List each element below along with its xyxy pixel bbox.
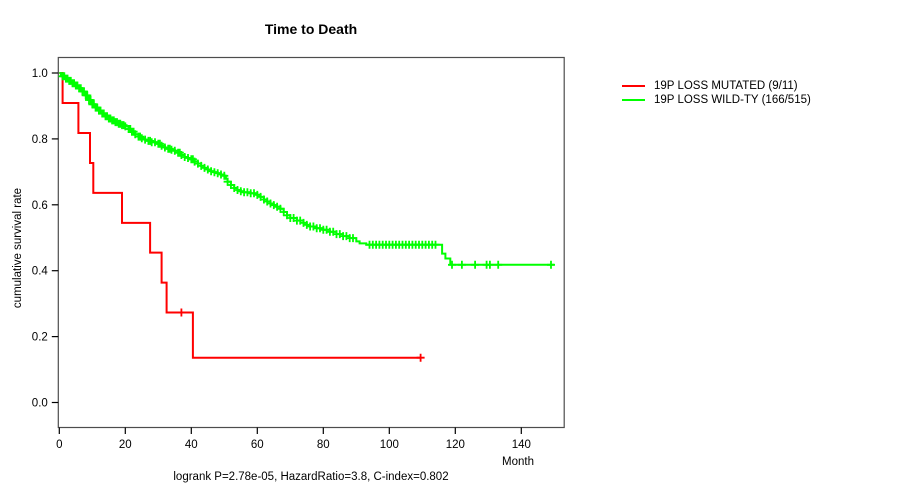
censor-marks: [58, 72, 555, 269]
censor-tick-icon: [494, 260, 503, 269]
stats-footnote: logrank P=2.78e-05, HazardRatio=3.8, C-i…: [173, 471, 449, 483]
censor-tick-icon: [165, 144, 174, 153]
y-axis-ticks: 0.0 0.2 0.4 0.6 0.8 1.0: [32, 68, 59, 410]
censor-tick-icon: [349, 234, 357, 243]
x-tick-label: 20: [119, 439, 132, 451]
censor-tick-icon: [86, 96, 95, 104]
censor-tick-icon: [119, 121, 128, 130]
censor-tick-icon: [431, 240, 440, 249]
y-axis-title: cumulative survival rate: [12, 188, 24, 308]
legend-item-wildtype: 19P LOSS WILD-TY (166/515): [622, 93, 811, 107]
x-tick-label: 0: [56, 439, 62, 451]
censor-tick-icon: [457, 260, 466, 269]
x-tick-label: 100: [380, 439, 399, 451]
censor-tick-icon: [485, 260, 494, 269]
censor-tick-icon: [547, 260, 555, 269]
survival-curve: [59, 72, 555, 266]
x-axis-ticks: 0 20 40 60 80 100 120 140: [56, 427, 531, 451]
censor-tick-icon: [416, 353, 425, 362]
y-tick-label: 0.6: [32, 200, 48, 212]
plot-frame: [57, 56, 565, 429]
legend: 19P LOSS MUTATED (9/11) 19P LOSS WILD-TY…: [622, 79, 811, 107]
legend-label-mutated: 19P LOSS MUTATED (9/11): [654, 80, 798, 92]
x-tick-label: 140: [512, 439, 531, 451]
survival-series-0: [59, 72, 425, 362]
x-tick-label: 60: [251, 439, 264, 451]
y-tick-label: 1.0: [32, 68, 48, 80]
survival-series-1: [58, 72, 555, 269]
censor-tick-icon: [177, 308, 186, 317]
legend-line-green-icon: [622, 99, 645, 101]
x-tick-label: 80: [317, 439, 330, 451]
legend-line-red-icon: [622, 85, 645, 87]
x-tick-label: 120: [446, 439, 465, 451]
y-tick-label: 0.4: [32, 266, 49, 278]
survival-curve: [59, 72, 421, 359]
censor-tick-icon: [146, 136, 155, 145]
censor-tick-icon: [220, 171, 229, 180]
censor-tick-icon: [136, 132, 145, 141]
y-tick-label: 0.8: [32, 134, 48, 146]
x-tick-label: 40: [185, 439, 198, 451]
censor-marks: [177, 308, 425, 362]
y-tick-label: 0.0: [32, 398, 48, 410]
x-axis-title: Month: [502, 456, 534, 468]
censor-tick-icon: [448, 260, 456, 269]
legend-label-wildtype: 19P LOSS WILD-TY (166/515): [654, 94, 811, 106]
chart-title: Time to Death: [264, 21, 358, 37]
censor-tick-icon: [83, 91, 92, 100]
censor-tick-icon: [471, 260, 480, 269]
y-tick-label: 0.2: [32, 332, 48, 344]
legend-item-mutated: 19P LOSS MUTATED (9/11): [622, 79, 811, 93]
